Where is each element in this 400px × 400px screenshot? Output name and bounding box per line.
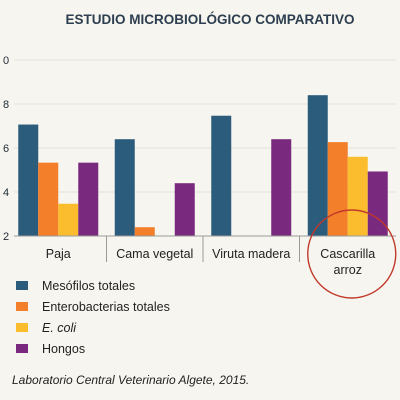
bar: [271, 139, 292, 236]
bar: [211, 115, 232, 236]
bar: [134, 227, 155, 236]
y-tick-label: 2: [3, 231, 9, 243]
legend-label: Mesófilos totales: [42, 279, 135, 293]
chart-title: ESTUDIO MICROBIOLÓGICO COMPARATIVO: [66, 12, 355, 27]
highlight-circle: [307, 209, 397, 299]
bar: [38, 162, 59, 236]
x-tick-label: Viruta madera: [212, 247, 290, 261]
bar: [18, 124, 39, 236]
x-tick-label: Cama vegetal: [116, 247, 193, 261]
source-note: Laboratorio Central Veterinario Algete, …: [12, 373, 249, 387]
legend-swatch: [16, 323, 28, 332]
bar: [327, 142, 348, 236]
legend: Mesófilos totales Enterobacterias totales…: [16, 279, 170, 356]
bar: [78, 162, 99, 236]
bar: [367, 171, 388, 236]
legend-swatch: [16, 344, 28, 353]
x-tick-label: Cascarilla arroz: [320, 247, 375, 277]
y-tick-label: 0: [3, 55, 9, 67]
plot-area: 0 8 6 4 2 Paja Cama vegetal Viruta madera Cascar…: [3, 55, 397, 299]
x-tick-label: Paja: [46, 247, 71, 261]
legend-label: Hongos: [42, 342, 85, 356]
bar: [174, 183, 195, 236]
bar: [58, 203, 79, 236]
y-tick-label: 6: [3, 143, 9, 155]
legend-label: E. coli: [42, 321, 77, 335]
legend-swatch: [16, 281, 28, 290]
legend-label: Enterobacterias totales: [42, 300, 170, 314]
y-tick-label: 4: [3, 187, 9, 199]
y-tick-label: 8: [3, 99, 9, 111]
bar: [114, 139, 135, 236]
legend-swatch: [16, 302, 28, 311]
bar: [347, 156, 368, 236]
bar: [307, 95, 328, 236]
